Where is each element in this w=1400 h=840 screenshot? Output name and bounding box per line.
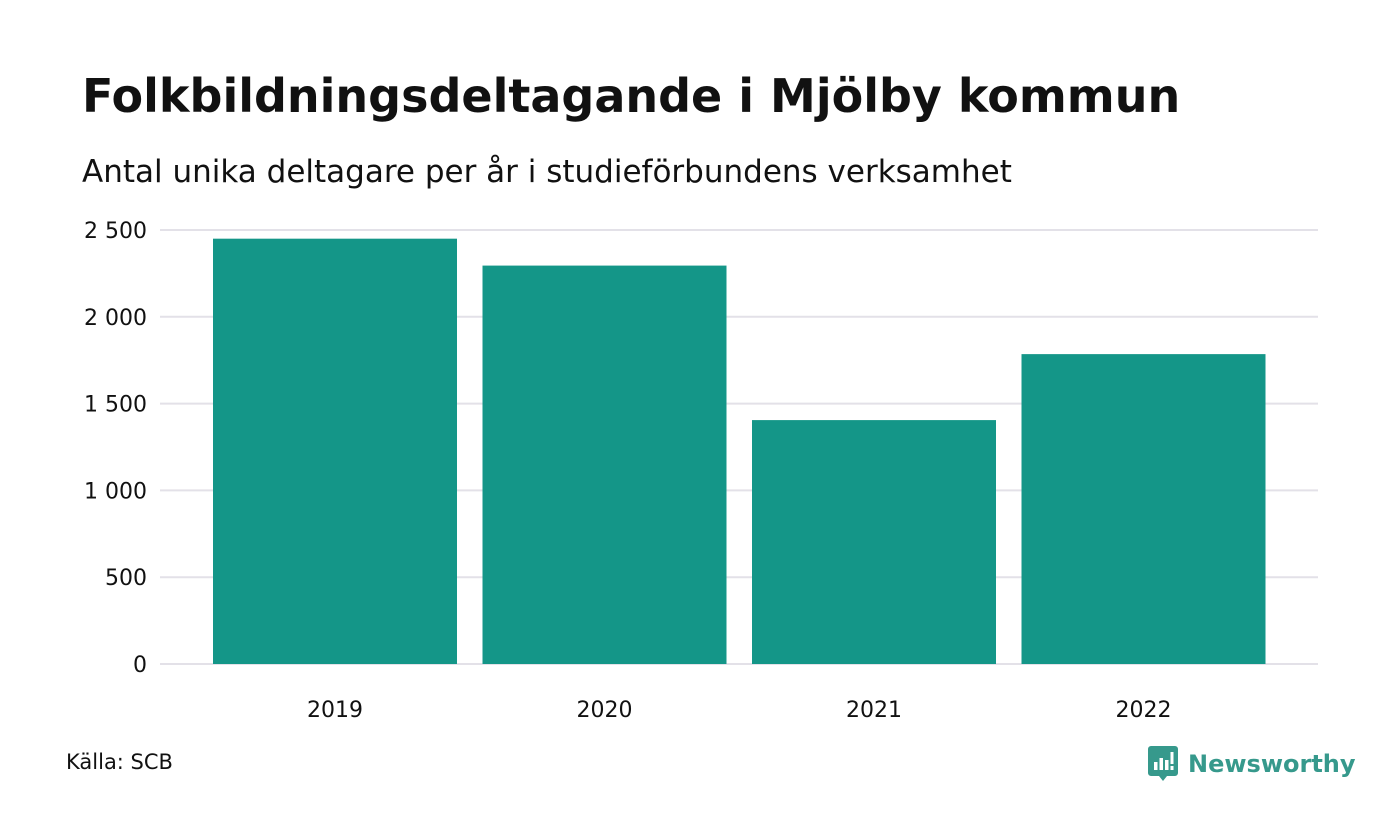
source-note: Källa: SCB xyxy=(66,750,173,774)
x-tick-label: 2022 xyxy=(1116,698,1172,723)
brand-name: Newsworthy xyxy=(1188,750,1356,778)
x-axis-ticks: 2019 2020 2021 2022 xyxy=(307,698,1172,723)
bar-2021 xyxy=(752,420,996,664)
y-axis-ticks: 0 500 1 000 1 500 2 000 2 500 xyxy=(84,219,147,678)
bars xyxy=(213,238,1266,664)
chart-subtitle: Antal unika deltagare per år i studieför… xyxy=(82,154,1012,190)
x-tick-label: 2019 xyxy=(307,698,363,723)
y-tick-label: 1 000 xyxy=(84,479,147,504)
y-tick-label: 1 500 xyxy=(84,393,147,418)
y-tick-label: 500 xyxy=(105,566,147,591)
bar-chart-speech-bubble-icon xyxy=(1148,746,1178,781)
chart-title: Folkbildningsdeltagande i Mjölby kommun xyxy=(82,69,1181,123)
x-tick-label: 2021 xyxy=(846,698,902,723)
bar-2019 xyxy=(213,238,457,664)
y-tick-label: 2 000 xyxy=(84,306,147,331)
y-tick-label: 2 500 xyxy=(84,219,147,244)
newsworthy-logo: Newsworthy xyxy=(1148,744,1356,784)
bar-2020 xyxy=(482,265,727,664)
y-tick-label: 0 xyxy=(133,653,147,678)
bar-2022 xyxy=(1021,354,1266,664)
x-tick-label: 2020 xyxy=(577,698,633,723)
